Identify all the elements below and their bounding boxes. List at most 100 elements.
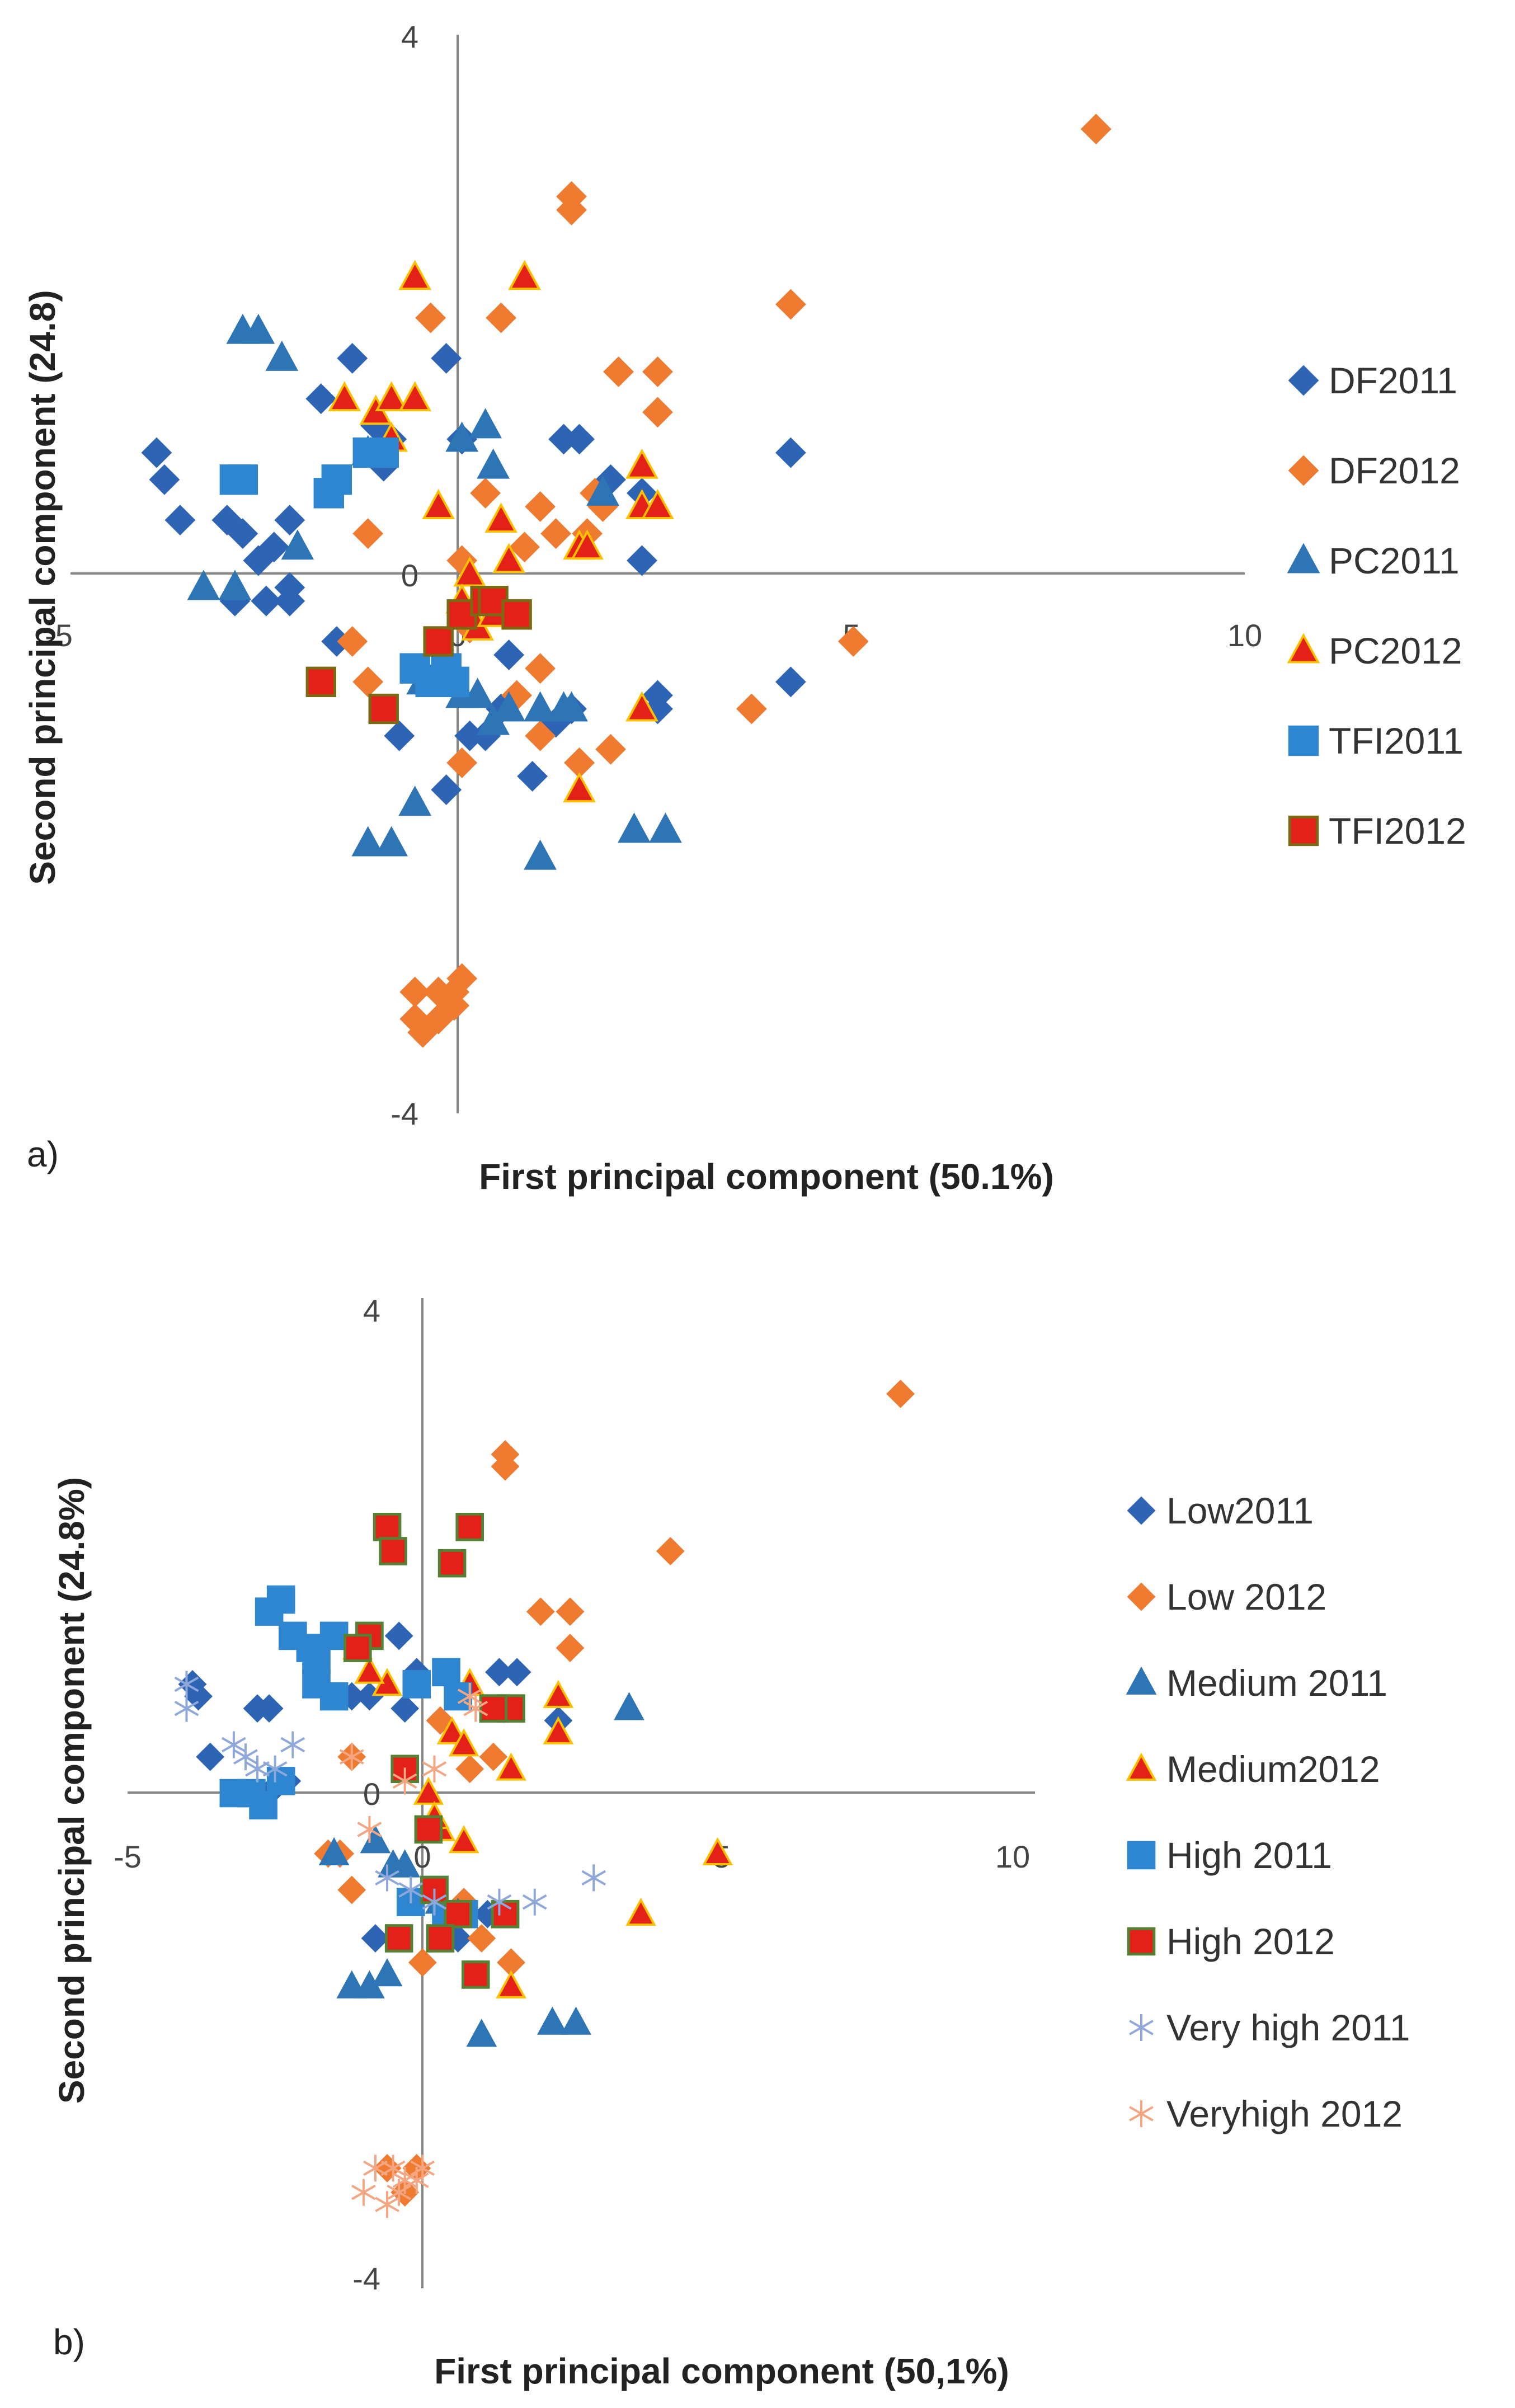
panel-b-veryhigh-2012-point-4 [357, 1816, 382, 1843]
panel-b-veryhigh-2012-point-10 [410, 2155, 435, 2182]
panel-b-marks [174, 1379, 915, 2218]
panel-a-pc2012-point-8 [422, 489, 455, 519]
panel-a-pc2012-point-9 [484, 502, 517, 533]
panel-a-df2011-point-31 [384, 720, 415, 751]
panel-b-very-high-2011-point-11 [522, 1888, 547, 1916]
panel-b-medium2012-point-6 [448, 1728, 479, 1757]
panel-a-pc2012-point-12 [641, 489, 674, 519]
panel-a-marks [141, 114, 1112, 1048]
panel-a-tfi2011-point-2 [227, 464, 258, 495]
panel-a-x-tick-neg5: -5 [45, 618, 73, 653]
panel-b-high-2011-point-14 [432, 1658, 460, 1687]
panel-a-df2011-point-11 [274, 505, 305, 536]
panel-b-x-tick-0: 0 [413, 1839, 431, 1874]
panel-b-legend-label-very-high-2011: Very high 2011 [1166, 2007, 1410, 2048]
panel-b-high-2012-point-11 [426, 1924, 455, 1953]
panel-b-very-high-2011-point-9 [422, 1888, 447, 1916]
panel-b-legend-marker-low2011 [1127, 1496, 1156, 1525]
panel-a-df2011-point-2 [149, 464, 180, 495]
panel-a-pc2012-point-6 [398, 381, 432, 412]
panel-b-low2011-point-5 [255, 1694, 284, 1723]
panel-b-medium-2011-point-9 [336, 1970, 368, 1998]
panel-b-veryhigh-2012-point-6 [422, 1755, 447, 1783]
panel-a-df2012-point-28 [525, 653, 556, 684]
panel-b-low-2012-point-13 [408, 1948, 437, 1977]
panel-b-high-2012-point-4 [437, 1549, 467, 1578]
panel-a-tfi2012-point-3 [423, 626, 454, 657]
panel-b-medium-2011-point-1 [614, 1692, 644, 1720]
panel-a-df2012-point-13 [540, 518, 572, 549]
panel-a-tfi2012-point-1 [305, 666, 336, 697]
panel-b-veryhigh-2012-point-12 [387, 2179, 412, 2206]
panel-b-legend-label-high-2012: High 2012 [1166, 1921, 1335, 1962]
panel-a-df2011-point-34 [627, 545, 657, 576]
panel-b-x-tick-neg5: -5 [114, 1839, 142, 1874]
panel-a-df2012-point-27 [838, 626, 869, 657]
panel-b-medium-2011-point-10 [466, 2019, 497, 2047]
panel-b-very-high-2011-point-10 [487, 1888, 512, 1916]
panel-a-pc2012-point-14 [571, 529, 604, 560]
panel-b-legend-marker-high-2012 [1127, 1927, 1156, 1956]
panel-a-df2012-point-1 [1080, 114, 1112, 145]
panel-b-low-2012-point-1 [886, 1379, 915, 1408]
panel-b-y-axis-title: Second principal component (24.8%) [51, 1477, 92, 2104]
panel-a-pc2012-point-16 [453, 556, 487, 587]
panel-b-high-2012-point-8 [414, 1815, 443, 1844]
panel-a-y-tick-zero: 0 [401, 558, 418, 593]
panel-b-legend-label-high-2011: High 2011 [1166, 1835, 1332, 1876]
panel-a-pc2011-point-15 [461, 678, 495, 708]
panel-a-df2012-point-16 [470, 477, 501, 509]
panel-a-df2012-point-35 [439, 990, 470, 1021]
panel-a-df2011-point-28 [517, 761, 548, 792]
panel-b-low-2012-point-3 [491, 1452, 520, 1481]
panel-b-veryhigh-2012-point-11 [375, 2191, 399, 2218]
panel-a-pc2011-point-27 [547, 691, 580, 722]
panel-a-pc2011-point-6 [218, 570, 252, 600]
panel-b-high-2012-point-12 [384, 1924, 413, 1953]
panel-b-low2011-point-3 [196, 1742, 225, 1771]
panel-b-low-2012-point-12 [337, 1875, 366, 1904]
panel-b-high-2011-point-13 [402, 1670, 431, 1699]
panel-b-veryhigh-2012-point-2 [463, 1695, 488, 1722]
panel-b-medium2012-point-5 [436, 1716, 468, 1744]
panel-a-legend-marker-tfi2012 [1288, 815, 1319, 846]
panel-a-chart: 4 0 -4 -5 0 5 10 First principal compone… [22, 19, 1466, 1197]
panel-b-high-2011-point-5 [302, 1645, 331, 1675]
panel-a-tfi2011-point-6 [368, 437, 399, 468]
panel-b-high-2012-point-6 [344, 1634, 372, 1662]
panel-a-legend-label-pc2012: PC2012 [1329, 630, 1462, 671]
panel-b-high-2012-point-3 [379, 1537, 407, 1565]
panel-a-legend-marker-pc2011 [1287, 543, 1320, 573]
panel-a-df2011-point-1 [141, 437, 172, 468]
panel-a-legend-label-df2011: DF2011 [1329, 360, 1457, 401]
panel-a-df2012-point-15 [509, 532, 540, 563]
panel-b-legend-marker-veryhigh-2012 [1129, 2100, 1154, 2127]
panel-b-legend-label-medium2012: Medium2012 [1166, 1748, 1380, 1790]
panel-a-pc2011-point-3 [265, 340, 299, 371]
panel-a-pc2012-point-1 [398, 260, 432, 290]
panel-b-legend-label-veryhigh-2012: Veryhigh 2012 [1166, 2093, 1403, 2134]
panel-a-df2012-point-5 [486, 302, 517, 333]
panel-a-df2012-point-14 [525, 491, 556, 522]
panel-b-very-high-2011-point-1 [174, 1671, 199, 1698]
panel-b-very-high-2011-point-7 [375, 1864, 399, 1892]
panel-a-pc2011-point-22 [524, 839, 557, 870]
panel-a-pc2011-point-24 [649, 812, 682, 843]
panel-b-low2011-point-9 [390, 1694, 420, 1723]
panel-a-x-axis-title: First principal component (50.1%) [479, 1156, 1054, 1197]
panel-b-low2011-point-14 [361, 1924, 390, 1953]
panel-a-legend-marker-df2012 [1288, 455, 1319, 486]
panel-a-pc2011-point-17 [524, 691, 557, 722]
panel-b-legend-label-medium-2011: Medium 2011 [1166, 1662, 1387, 1704]
panel-a-df2011-point-23 [775, 666, 806, 698]
panel-b-veryhigh-2012-point-13 [351, 2179, 376, 2206]
panel-a-pc2012-point-15 [492, 543, 525, 573]
panel-a-df2011-point-7 [258, 532, 290, 563]
panel-b-legend: Low2011 Low 2012 Medium 2011 Medium2012 High… [1126, 1490, 1410, 2134]
panel-b-high-2012-point-16 [479, 1694, 508, 1723]
panel-a-pc2012-point-20 [563, 772, 596, 803]
panel-a-tfi2011-point-10 [415, 666, 446, 697]
panel-b-low2011-point-2 [184, 1682, 213, 1711]
panel-b-veryhigh-2012-point-5 [392, 1767, 417, 1795]
panel-b-y-tick-top: 4 [363, 1293, 380, 1328]
